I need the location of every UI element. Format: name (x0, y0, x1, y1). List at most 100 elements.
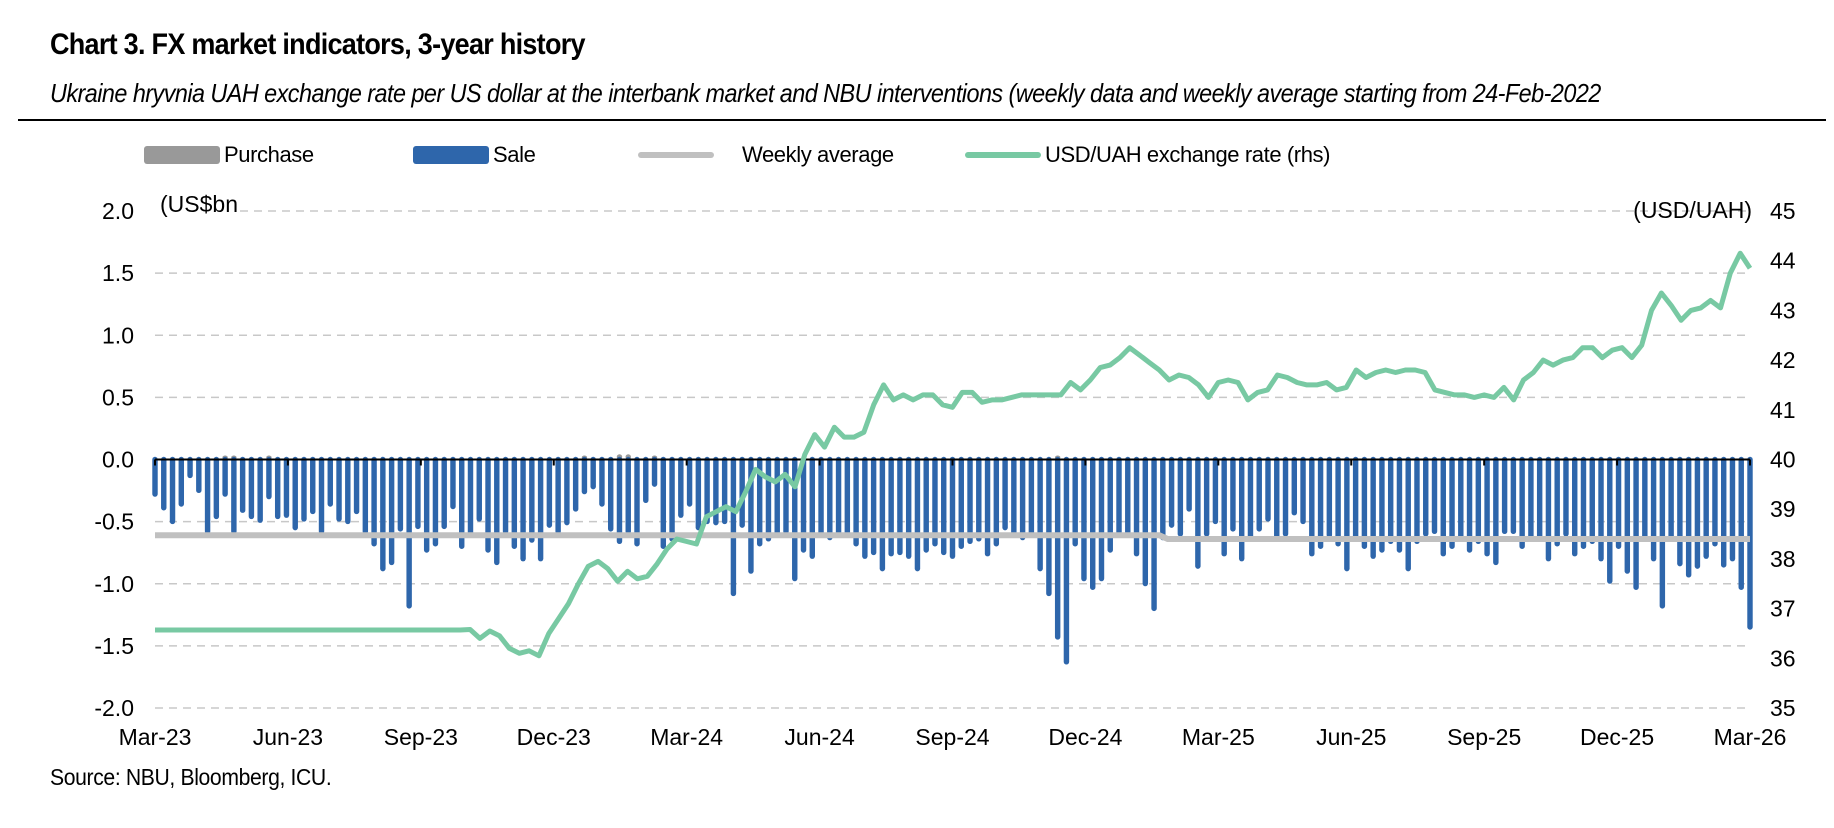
y-axis-left-label: (US$bn (160, 191, 238, 217)
sale-bar (897, 456, 903, 556)
sale-bar (590, 456, 596, 490)
sale-bar (1580, 456, 1587, 549)
sale-bar (485, 456, 491, 553)
y-tick-right: 44 (1770, 248, 1796, 274)
sale-bar (257, 456, 263, 523)
x-tick: Dec-25 (1580, 724, 1654, 750)
exchange-rate-line (155, 250, 1753, 659)
sale-bar (546, 456, 553, 528)
sale-bar (537, 456, 544, 562)
legend-label-exchange-rate: USD/UAH exchange rate (rhs) (1045, 142, 1331, 167)
weekly-average-line (155, 532, 1750, 542)
sale-bar (765, 456, 772, 542)
sale-bar (1685, 456, 1692, 578)
sale-bar (239, 456, 246, 513)
sale-bar (923, 456, 929, 553)
x-tick: Dec-24 (1048, 724, 1122, 750)
sale-bar (1607, 456, 1613, 584)
sale-bar (1738, 456, 1744, 590)
sale-bar (853, 456, 859, 547)
sale-bar (932, 456, 938, 547)
sale-bar (1458, 456, 1464, 542)
sale-bar (274, 456, 281, 520)
sale-bar (1650, 456, 1657, 562)
sale-bar (397, 456, 404, 532)
x-axis-ticks: Mar-23 Jun-23 Sep-23 Dec-23 Mar-24 Jun-24 Sep-… (119, 724, 1787, 750)
sale-bar (1212, 456, 1219, 525)
sale-bar (1475, 456, 1482, 544)
legend-swatch-purchase (144, 146, 220, 164)
sale-bar (783, 456, 789, 535)
x-tick: Sep-24 (915, 724, 989, 750)
sale-bar (976, 456, 982, 542)
sale-bar (502, 456, 509, 535)
sale-bar (1598, 456, 1604, 562)
sale-bar (1396, 456, 1403, 553)
sale-bar (1563, 456, 1569, 537)
y-tick-right: 37 (1770, 596, 1796, 622)
sale-bar (678, 456, 684, 518)
sale-bar (669, 456, 675, 542)
sale-bar (336, 456, 342, 522)
sale-bar (204, 456, 211, 535)
sale-bar (248, 456, 255, 520)
sale-bar (1002, 456, 1008, 531)
sale-bar (1186, 456, 1192, 512)
y-tick-left: -1.5 (94, 633, 134, 659)
sale-bar (1274, 456, 1280, 541)
sale-bar (467, 456, 474, 537)
sale-bar (827, 456, 833, 541)
y-tick-left: -1.0 (94, 571, 134, 597)
sale-bar (625, 456, 631, 535)
sale-bar (1466, 456, 1473, 553)
x-tick: Jun-23 (253, 724, 323, 750)
sale-bar (520, 456, 526, 562)
sale-bar (1221, 456, 1227, 557)
sale-bar (1300, 456, 1306, 525)
y-tick-left: -2.0 (94, 695, 134, 721)
sale-bar (1589, 456, 1595, 544)
sale-bar (616, 456, 623, 544)
sale-bar (1335, 456, 1341, 547)
y-axis-right-ticks: 45 44 43 42 41 40 39 38 37 36 35 (1770, 198, 1796, 721)
sale-bar (1177, 456, 1184, 537)
sale-bar (739, 456, 745, 528)
sale-bar (809, 456, 815, 559)
legend-item-sale: Sale (413, 142, 536, 168)
x-tick: Jun-25 (1316, 724, 1386, 750)
sale-bar (1484, 456, 1490, 557)
sale-bar (1528, 456, 1534, 542)
sale-bar (1747, 456, 1753, 630)
legend-swatch-sale (413, 146, 489, 164)
sale-bar (1116, 456, 1122, 537)
sale-bar (993, 456, 1000, 547)
sale-bar (1668, 456, 1674, 542)
sale-bar (1256, 456, 1262, 532)
sale-bar (292, 456, 298, 531)
sale-bar (169, 456, 176, 525)
sale-bar (494, 456, 500, 566)
sale-bar (1624, 456, 1631, 574)
sale-bar (1361, 456, 1368, 549)
x-tick: Mar-24 (650, 724, 723, 750)
sale-bar (353, 456, 360, 515)
x-tick-marks (154, 459, 1751, 466)
y-tick-right: 40 (1770, 447, 1796, 473)
sale-bar (1282, 456, 1289, 537)
sale-bar (888, 456, 894, 557)
x-tick: Dec-23 (517, 724, 591, 750)
sale-bar (1142, 456, 1149, 587)
y-tick-right: 42 (1770, 347, 1796, 373)
x-tick: Mar-25 (1182, 724, 1255, 750)
sale-bar (695, 456, 702, 531)
legend: Purchase Sale Weekly average USD/UAH exc… (0, 142, 1834, 172)
sale-bar (1195, 456, 1201, 569)
sale-bar (774, 456, 780, 538)
sale-bar (870, 456, 877, 556)
sale-bar (1545, 456, 1552, 562)
y-tick-right: 38 (1770, 546, 1796, 572)
sale-bar (1414, 456, 1420, 544)
sale-bar (1501, 456, 1508, 535)
legend-label-sale: Sale (493, 142, 536, 167)
